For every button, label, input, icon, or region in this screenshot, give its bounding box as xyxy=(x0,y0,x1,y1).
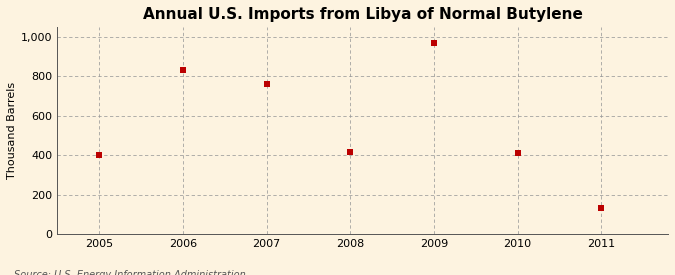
Point xyxy=(178,67,188,72)
Y-axis label: Thousand Barrels: Thousand Barrels xyxy=(7,82,17,179)
Point xyxy=(345,150,356,155)
Text: Source: U.S. Energy Information Administration: Source: U.S. Energy Information Administ… xyxy=(14,271,245,275)
Point xyxy=(596,206,607,211)
Point xyxy=(512,151,523,155)
Point xyxy=(261,82,272,87)
Point xyxy=(429,41,439,45)
Title: Annual U.S. Imports from Libya of Normal Butylene: Annual U.S. Imports from Libya of Normal… xyxy=(143,7,583,22)
Point xyxy=(94,153,105,157)
